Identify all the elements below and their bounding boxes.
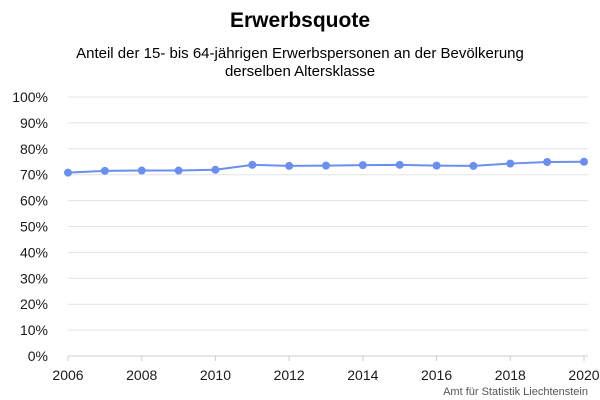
y-axis-ticks: 0% 10% 20% 30% 40% 50% 60% 70% 80% 90% 100% [12,89,48,364]
x-tick-label: 2016 [421,367,452,383]
series-line [64,157,588,177]
x-tick-label: 2008 [126,367,157,383]
x-tick-label: 2014 [347,367,378,383]
y-tick-label: 60% [20,193,48,209]
y-tick-label: 20% [20,296,48,312]
source-note: Amt für Statistik Liechtenstein [443,386,588,398]
gridlines [68,96,588,331]
y-tick-label: 70% [20,167,48,183]
data-point[interactable] [211,165,220,174]
data-point[interactable] [358,161,367,170]
data-point[interactable] [174,166,183,175]
data-point[interactable] [395,160,404,169]
y-tick-label: 100% [12,89,48,105]
chart-subtitle-line-1: Anteil der 15- bis 64-jährigen Erwerbspe… [76,45,524,62]
chart-subtitle-line-2: derselben Altersklasse [225,63,375,80]
chart-title: Erwerbsquote [230,9,370,32]
x-tick-label: 2006 [52,367,83,383]
data-point[interactable] [248,160,257,169]
x-tick-label: 2018 [495,367,526,383]
data-point[interactable] [469,161,478,170]
data-point[interactable] [285,161,294,170]
data-point[interactable] [322,161,330,170]
y-tick-label: 30% [20,270,48,286]
data-point[interactable] [543,158,552,167]
x-tick-label: 2010 [200,367,231,383]
data-point[interactable] [580,157,588,166]
y-tick-label: 50% [20,219,48,235]
y-tick-label: 0% [28,348,48,364]
y-tick-label: 10% [20,322,48,338]
y-tick-label: 90% [20,115,48,131]
y-tick-label: 40% [20,244,48,260]
x-axis-ticks: 2006 2008 2010 2012 2014 2016 2018 2020 [52,356,600,383]
data-point[interactable] [64,168,72,177]
x-tick-label: 2020 [568,367,599,383]
data-point[interactable] [506,159,515,168]
data-point[interactable] [100,166,109,175]
x-tick-label: 2012 [274,367,305,383]
data-point[interactable] [137,166,146,175]
y-tick-label: 80% [20,141,48,157]
data-point[interactable] [432,161,441,170]
